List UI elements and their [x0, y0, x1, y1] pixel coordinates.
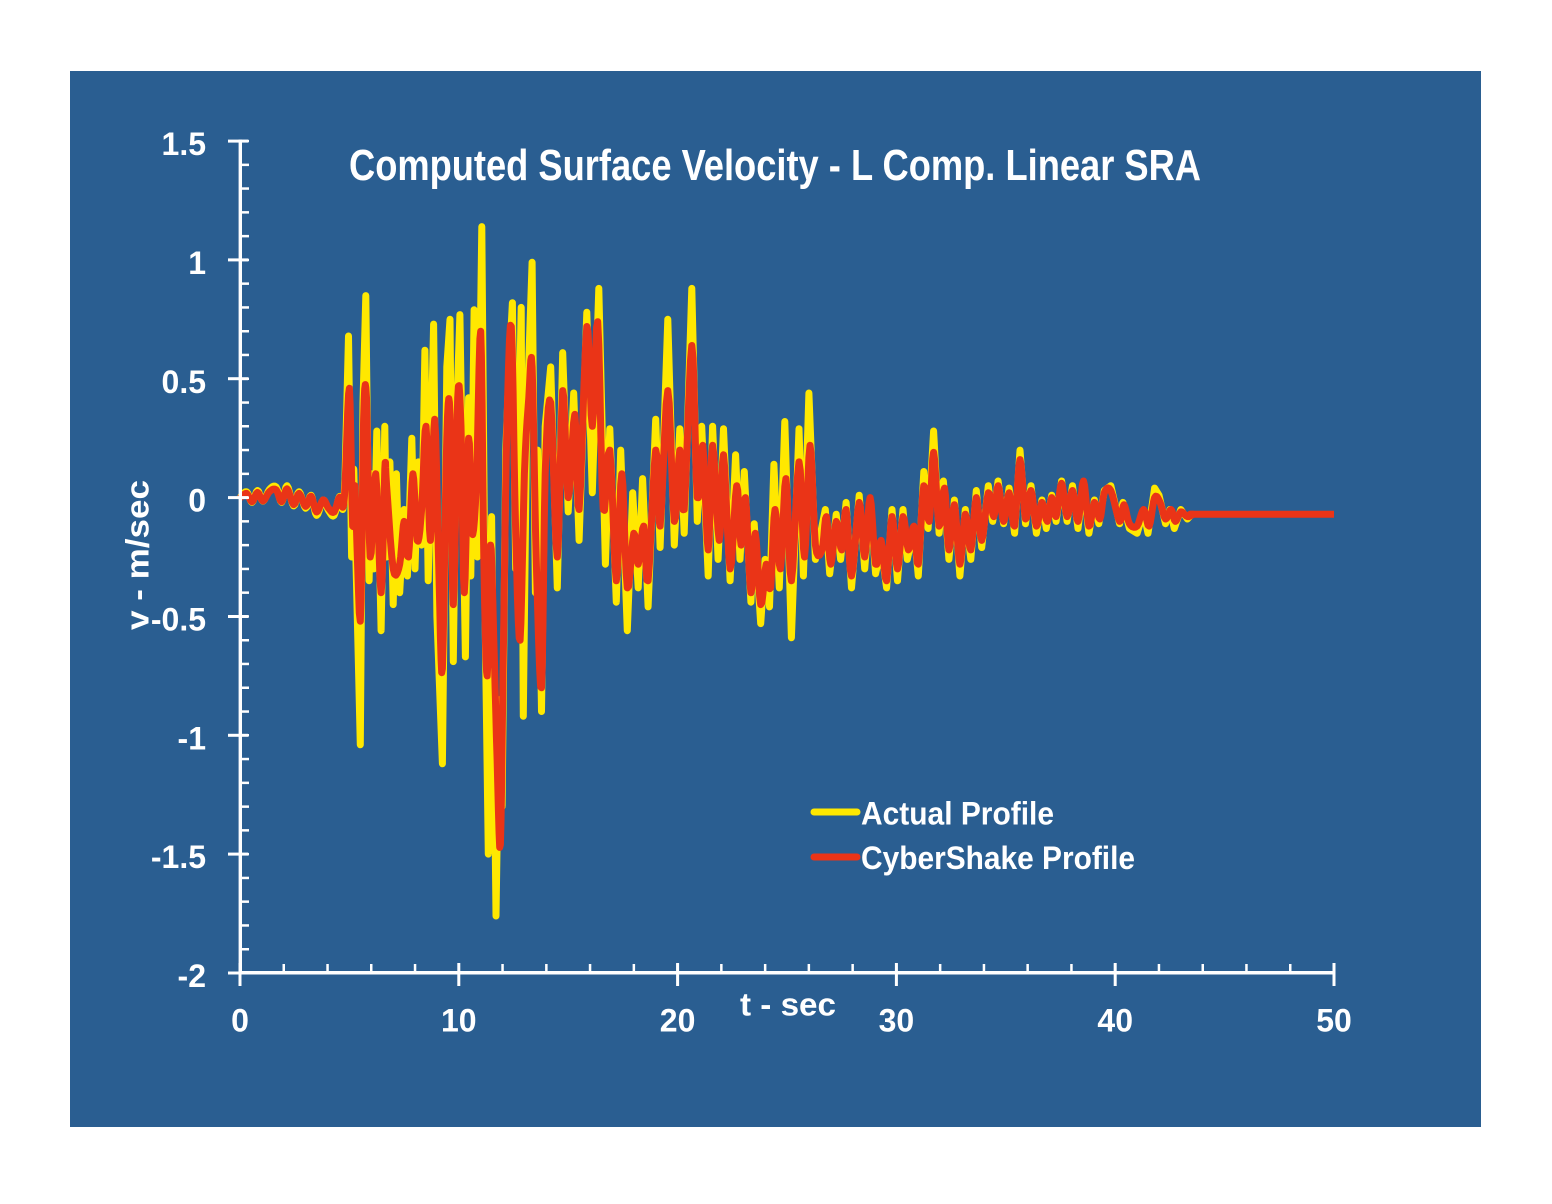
svg-text:-1: -1	[178, 720, 206, 756]
svg-text:Computed Surface Velocity - L: Computed Surface Velocity - L Comp. Line…	[349, 141, 1201, 190]
svg-text:50: 50	[1316, 1003, 1352, 1039]
svg-text:v - m/sec: v - m/sec	[120, 480, 156, 630]
svg-text:0: 0	[231, 1003, 249, 1039]
svg-text:40: 40	[1097, 1003, 1133, 1039]
svg-text:0: 0	[188, 483, 206, 519]
svg-text:1.5: 1.5	[162, 126, 206, 162]
svg-text:-0.5: -0.5	[151, 602, 206, 638]
svg-text:0.5: 0.5	[162, 364, 206, 400]
svg-text:1: 1	[188, 245, 206, 281]
svg-text:10: 10	[441, 1003, 477, 1039]
svg-text:30: 30	[879, 1003, 915, 1039]
svg-text:-1.5: -1.5	[151, 839, 206, 875]
svg-text:20: 20	[660, 1003, 696, 1039]
svg-text:-2: -2	[178, 958, 206, 994]
svg-text:t - sec: t - sec	[740, 987, 836, 1023]
svg-text:Actual Profile: Actual Profile	[861, 796, 1054, 832]
svg-text:CyberShake Profile: CyberShake Profile	[861, 840, 1135, 876]
